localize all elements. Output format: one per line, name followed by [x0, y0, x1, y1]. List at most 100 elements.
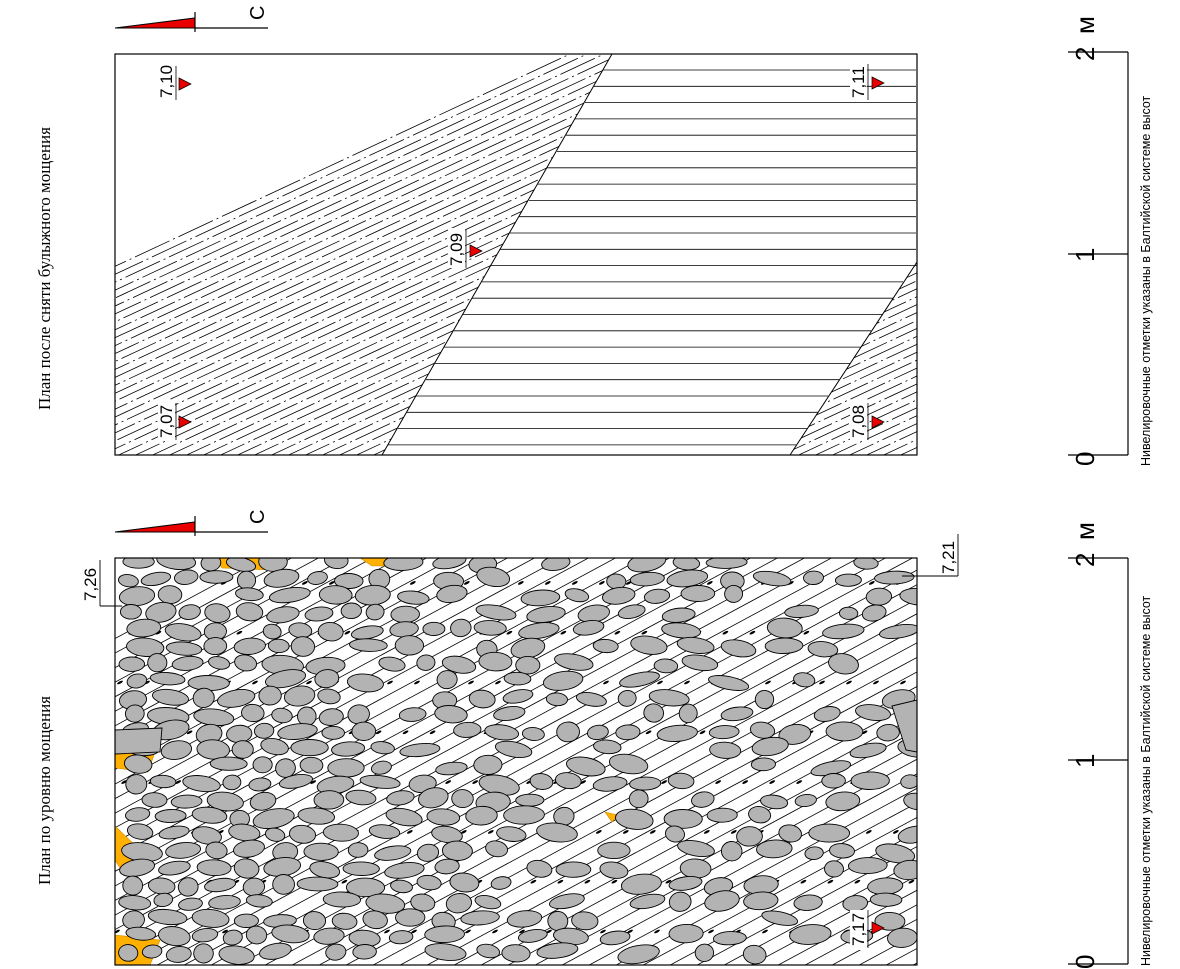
- cobblestone: [231, 740, 254, 759]
- hatch-dash: [306, 680, 312, 685]
- cobblestone: [234, 654, 258, 672]
- hatch-dash: [1016, 879, 1023, 884]
- hatch-dash: [1054, 829, 1061, 834]
- hatch-dash: [969, 730, 976, 735]
- cobblestone: [141, 944, 163, 959]
- hatch-dash: [919, 829, 926, 834]
- hatch-dash: [976, 580, 983, 585]
- plan-title: План после сняти булыжного мощения: [35, 127, 54, 410]
- hatch-dash: [530, 879, 537, 884]
- cobblestone: [252, 756, 273, 774]
- cobblestone: [325, 943, 347, 961]
- cobblestone: [643, 588, 671, 604]
- hatch-dash: [927, 680, 934, 685]
- hatch-dash: [973, 829, 980, 834]
- hatch-dash: [155, 630, 162, 635]
- hatch-dash: [978, 929, 985, 934]
- hatch-dash: [1113, 929, 1120, 934]
- hatch-dash: [98, 879, 105, 884]
- hatch-line: [712, 359, 917, 455]
- hatch-dash: [1138, 580, 1145, 585]
- hatch-dash: [1023, 730, 1030, 735]
- cobblestone: [838, 606, 859, 620]
- hatch-dash: [827, 879, 834, 884]
- cobblestone: [313, 790, 345, 810]
- cobblestone: [158, 926, 191, 947]
- cobblestone: [592, 776, 628, 792]
- hatch-dash: [1005, 929, 1012, 934]
- cobblestone: [370, 760, 392, 775]
- cobblestone: [879, 624, 917, 639]
- cobblestone: [258, 558, 288, 572]
- cobblestone: [575, 691, 607, 707]
- hatch-dash: [1108, 829, 1115, 834]
- cobblestone: [222, 929, 243, 946]
- cobblestone: [526, 605, 566, 624]
- cobblestone: [778, 723, 812, 745]
- cobblestone: [653, 658, 679, 674]
- cobblestone: [158, 860, 191, 876]
- hatch-dash: [460, 830, 467, 834]
- cobblestone: [118, 656, 146, 672]
- cobblestone: [153, 892, 174, 908]
- hatch-dash: [865, 830, 872, 834]
- cobblestone: [209, 756, 248, 771]
- hatch-dash: [557, 879, 564, 884]
- cobblestone: [158, 825, 190, 840]
- cobblestone: [125, 807, 151, 822]
- cobblestone: [899, 587, 917, 606]
- hatch-dash: [71, 879, 78, 884]
- hatch-dash: [654, 929, 660, 934]
- cobblestone: [665, 825, 685, 843]
- hatch-dash: [560, 630, 567, 635]
- hatch-dash: [487, 830, 494, 834]
- hatch-dash: [24, 730, 31, 735]
- cobblestone: [749, 721, 776, 739]
- scale-tick-label: 0: [1070, 955, 1100, 969]
- cobblestone: [648, 689, 690, 707]
- hatch-dash: [965, 630, 972, 635]
- cobblestone: [828, 653, 859, 675]
- cobblestone: [317, 622, 344, 642]
- stone-slab: [115, 727, 163, 755]
- cobblestone: [317, 688, 341, 705]
- cobblestone: [228, 823, 261, 842]
- hatch-line: [115, 54, 656, 307]
- cobblestone: [233, 858, 260, 879]
- cobblestone: [253, 722, 275, 739]
- cobblestone: [476, 943, 501, 959]
- cobblestone: [278, 774, 314, 789]
- cobblestone: [165, 842, 202, 859]
- cobblestone: [126, 637, 165, 657]
- cobblestone: [842, 895, 869, 912]
- cobblestone: [496, 826, 527, 842]
- cobblestone: [436, 584, 468, 603]
- hatch-line: [882, 439, 917, 455]
- cobblestone: [629, 571, 665, 587]
- cobblestone: [233, 839, 265, 858]
- cobblestone: [259, 942, 292, 960]
- hatch-dash: [13, 780, 20, 785]
- hatch-line: [723, 860, 917, 965]
- hatch-line: [399, 686, 917, 965]
- cobblestone: [668, 891, 692, 912]
- hatch-line: [115, 54, 588, 275]
- cobblestone: [619, 671, 660, 688]
- cobblestone: [271, 924, 310, 944]
- cobblestone: [191, 927, 219, 943]
- cobblestone: [177, 877, 199, 897]
- cobblestone: [564, 588, 590, 603]
- cobblestone: [147, 653, 168, 673]
- hatch-dash: [769, 780, 776, 784]
- plan-frame: [114, 557, 918, 966]
- level-label: 7,10: [157, 65, 176, 98]
- cobblestone: [124, 754, 153, 774]
- cobblestone: [460, 910, 500, 926]
- cobblestone: [313, 927, 345, 945]
- cobblestone: [668, 875, 703, 891]
- cobblestone: [359, 774, 401, 789]
- cobblestone: [178, 897, 203, 911]
- cobblestone: [424, 925, 465, 944]
- cobblestone: [191, 826, 222, 845]
- hatch-dash: [445, 780, 452, 784]
